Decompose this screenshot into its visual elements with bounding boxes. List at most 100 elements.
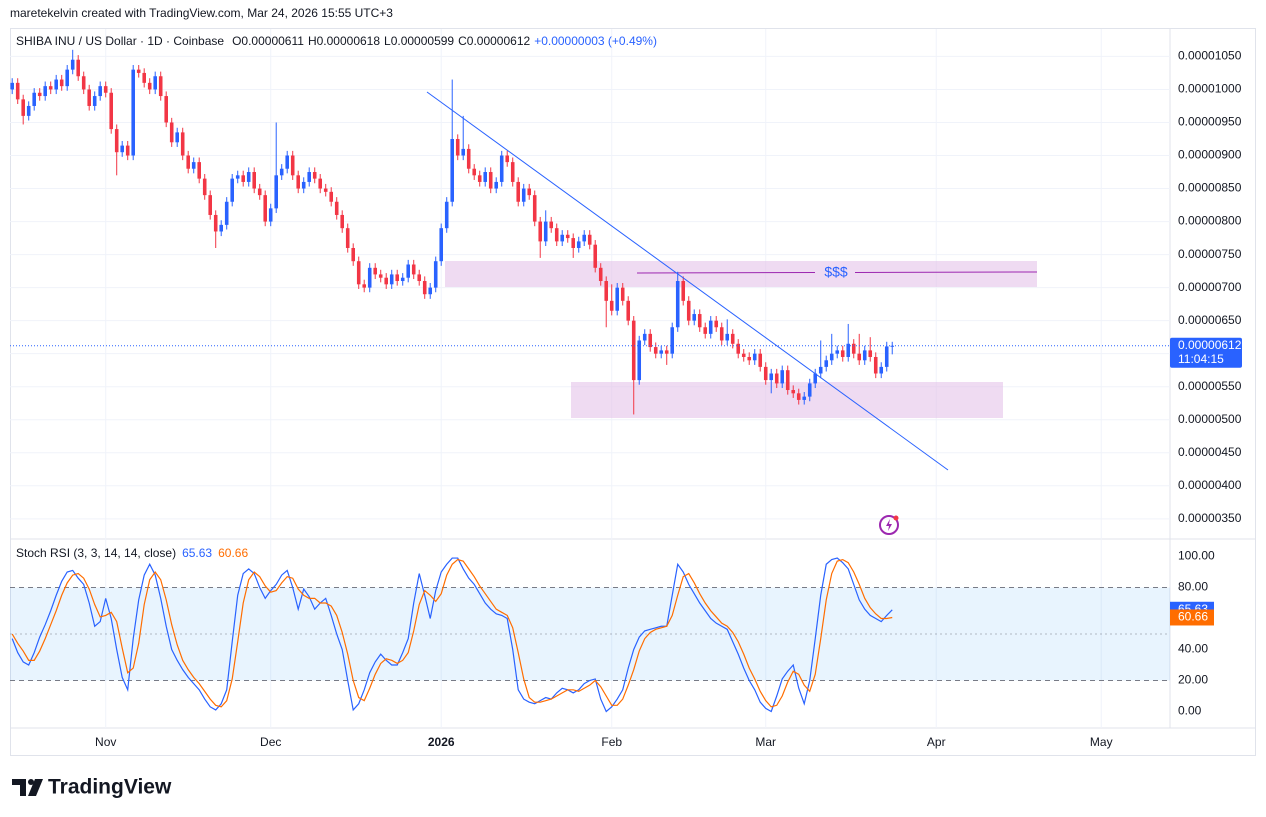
liquidity-label: $$$	[824, 264, 848, 280]
candle-body	[626, 300, 631, 321]
candle-body	[488, 172, 493, 189]
candle-body	[505, 155, 510, 163]
candle-body	[444, 201, 449, 229]
y-tick-label: 0.00000650	[1178, 313, 1242, 327]
x-tick-label: 2026	[428, 735, 455, 749]
candle-body	[884, 346, 889, 367]
y-tick-label: 0.00000400	[1178, 478, 1242, 492]
attribution: maretekelvin created with TradingView.co…	[10, 6, 393, 20]
last-price-box	[1170, 337, 1242, 368]
candle-body	[136, 69, 141, 73]
ohlc-label: C	[458, 34, 467, 48]
candle-body	[818, 366, 823, 374]
candle-body	[186, 155, 190, 169]
candle-body	[802, 396, 807, 400]
candle-body	[615, 287, 620, 311]
candle-body	[103, 86, 108, 93]
candle-body	[21, 99, 25, 116]
candle-body	[400, 277, 405, 282]
candle-body	[345, 228, 350, 248]
candle-body	[670, 327, 675, 354]
last-price-label: 0.00000612	[1178, 338, 1242, 352]
candle-body	[813, 373, 818, 384]
symbol: SHIBA INU / US Dollar · 1D · Coinbase	[16, 34, 224, 48]
k-value: 65.63	[182, 546, 212, 560]
alert-dot[interactable]	[893, 515, 899, 521]
candle-body	[538, 221, 543, 242]
alert-circle[interactable]	[879, 515, 899, 535]
ohlc-value: 0.00000618	[317, 34, 381, 48]
candle-body	[576, 241, 581, 248]
candle-body	[158, 76, 163, 97]
candle-body	[175, 132, 179, 143]
candle-body	[560, 234, 565, 242]
candle-body	[642, 333, 647, 341]
alert-bolt[interactable]	[886, 519, 892, 531]
candle-body	[318, 178, 323, 189]
candle-body	[164, 96, 168, 123]
candle-body	[257, 188, 262, 196]
candle-body	[147, 82, 152, 90]
candle-body	[142, 72, 146, 83]
liquidity-line	[636, 272, 816, 274]
candle-body	[455, 138, 460, 156]
x-tick-label: Mar	[755, 735, 776, 749]
candle-body	[708, 320, 713, 334]
candle-body	[422, 281, 427, 295]
candle-body	[76, 59, 80, 77]
candle-body	[37, 92, 42, 97]
candle-body	[637, 340, 642, 381]
candle-body	[681, 281, 686, 301]
candle-body	[835, 350, 840, 354]
candle-body	[769, 373, 774, 381]
candle-body	[582, 234, 587, 242]
y-tick-label: 40.00	[1178, 642, 1208, 656]
candle-body	[659, 350, 664, 354]
candle-body	[125, 145, 130, 156]
candle-body	[235, 175, 240, 179]
candle-body	[389, 274, 394, 285]
stoch-legend: Stoch RSI (3, 3, 14, 14, close) 65.63 60.6…	[16, 546, 248, 560]
candle-body	[268, 208, 273, 222]
candle-body	[395, 274, 400, 282]
candle-body	[741, 353, 746, 357]
candle-body	[114, 129, 119, 153]
candle-body	[428, 287, 433, 295]
candle-body	[208, 195, 212, 215]
candle-body	[840, 350, 845, 357]
logo-mark	[12, 779, 26, 796]
d-value: 60.66	[218, 546, 248, 560]
candle-body	[593, 244, 598, 268]
x-tick-label: Nov	[95, 735, 116, 749]
value-label: 60.66	[1178, 610, 1208, 624]
y-tick-label: 80.00	[1178, 580, 1208, 594]
alert-icon[interactable]	[879, 515, 899, 535]
candle-body	[433, 261, 438, 288]
candle-body	[43, 86, 47, 97]
value-box	[1170, 609, 1214, 626]
candle-body	[499, 155, 504, 182]
candle-body	[224, 201, 229, 225]
candle-body	[725, 333, 730, 341]
candle-body	[120, 145, 124, 153]
candle-body	[879, 366, 884, 374]
candle-body	[197, 162, 201, 179]
candle-body	[686, 300, 691, 321]
candle-body	[290, 155, 295, 176]
y-tick-label: 0.00000850	[1178, 181, 1242, 195]
candle-body	[312, 172, 317, 179]
candle-body	[796, 393, 801, 400]
candle-body	[653, 347, 658, 354]
candle-body	[54, 79, 58, 90]
x-tick-label: Apr	[927, 735, 946, 749]
candle-body	[532, 195, 537, 222]
y-tick-label: 100.00	[1178, 549, 1215, 563]
candle-body	[334, 201, 339, 215]
candle-body	[549, 221, 554, 229]
candle-body	[241, 175, 245, 182]
y-tick-label: 0.00001000	[1178, 82, 1242, 96]
y-tick-label: 0.00000900	[1178, 148, 1242, 162]
candle-body	[824, 360, 829, 367]
candle-body	[785, 370, 790, 391]
